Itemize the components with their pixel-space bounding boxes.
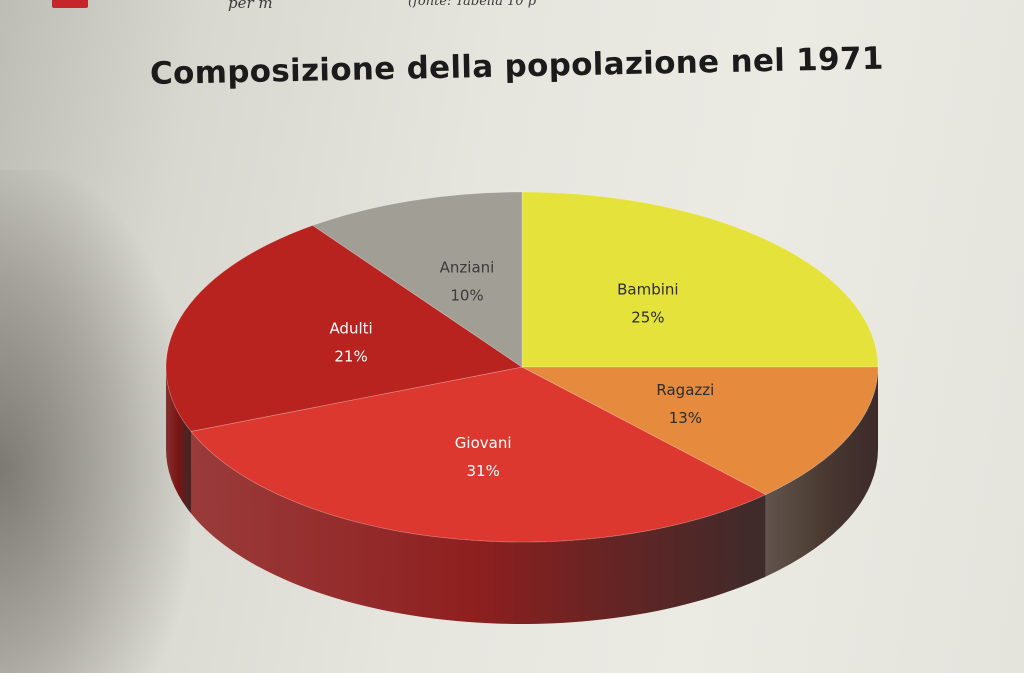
pie-slice-adulti bbox=[165, 224, 524, 432]
top-text-fragment-left: per m bbox=[228, 0, 273, 12]
slice-label-adulti: Adulti bbox=[329, 320, 372, 338]
pie-side-ragazzi bbox=[765, 367, 878, 577]
pie-side-adulti bbox=[166, 367, 191, 514]
slice-value-giovani: 31% bbox=[466, 462, 499, 480]
slice-value-bambini: 25% bbox=[631, 309, 664, 327]
pie-slice-bambini bbox=[521, 191, 879, 368]
slice-value-adulti: 21% bbox=[334, 348, 367, 366]
slice-label-ragazzi: Ragazzi bbox=[656, 381, 714, 399]
slice-label-giovani: Giovani bbox=[455, 434, 512, 452]
slice-label-bambini: Bambini bbox=[617, 281, 678, 299]
pie-side-walls bbox=[166, 367, 878, 624]
pie-slice-giovani bbox=[190, 366, 767, 543]
red-header-tab bbox=[52, 0, 88, 8]
slice-value-anziani: 10% bbox=[450, 286, 483, 304]
slice-label-anziani: Anziani bbox=[440, 258, 495, 276]
slice-value-ragazzi: 13% bbox=[669, 409, 702, 427]
pie-top-faces bbox=[165, 191, 879, 543]
pie-labels: Bambini 25% Ragazzi 13% Giovani 31% Adulti 21% A… bbox=[329, 258, 714, 479]
pie-slice-anziani bbox=[311, 191, 523, 368]
page-shadow bbox=[0, 170, 190, 673]
pie-side-giovani bbox=[190, 431, 766, 624]
top-text-fragment-right: (fonte: Tabella 10 p bbox=[408, 0, 537, 9]
pie-slice-ragazzi bbox=[521, 366, 879, 496]
